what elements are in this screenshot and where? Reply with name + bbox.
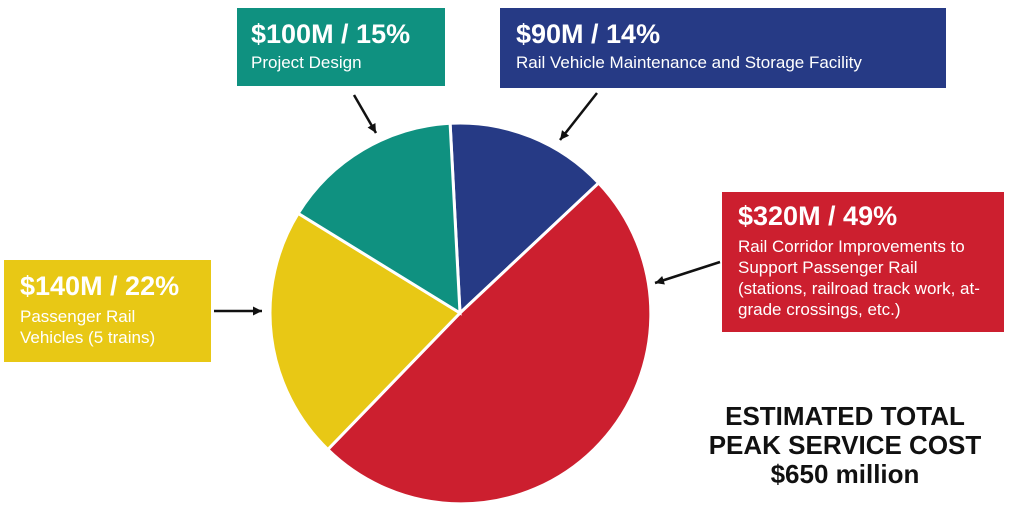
slice-value-label: $90M / 14% xyxy=(516,19,661,49)
label-corridor-improvements: $320M / 49% Rail Corridor Improvements t… xyxy=(722,192,1004,332)
arrow-maintenance-facility xyxy=(559,92,598,141)
total-line-1: ESTIMATED TOTAL xyxy=(725,401,965,431)
slice-value-label: $100M / 15% xyxy=(251,19,411,49)
slice-passenger-vehicles xyxy=(268,211,463,452)
slice-description: Project Design xyxy=(251,53,362,72)
slice-description: Rail Corridor Improvements to Support Pa… xyxy=(738,237,980,319)
leader-arrows xyxy=(214,92,721,316)
arrow-project-design xyxy=(352,94,378,134)
slice-value-label: $140M / 22% xyxy=(20,271,180,301)
pie-slices xyxy=(268,121,653,506)
slice-corridor-improvements xyxy=(325,180,653,506)
slice-project-design xyxy=(296,121,462,316)
slice-value-label: $320M / 49% xyxy=(738,201,898,231)
total-line-3: $650 million xyxy=(770,459,920,489)
arrow-corridor-improvements xyxy=(654,260,721,285)
total-line-2: PEAK SERVICE COST xyxy=(708,430,982,460)
label-passenger-vehicles: $140M / 22% Passenger Rail Vehicles (5 t… xyxy=(4,260,211,362)
label-project-design: $100M / 15% Project Design xyxy=(237,8,445,86)
slice-maintenance-facility xyxy=(448,121,601,317)
total-cost-caption: ESTIMATED TOTAL PEAK SERVICE COST $650 m… xyxy=(690,402,1000,489)
slice-description: Rail Vehicle Maintenance and Storage Fac… xyxy=(516,53,862,72)
arrow-passenger-vehicles xyxy=(214,306,262,316)
label-maintenance-facility: $90M / 14% Rail Vehicle Maintenance and … xyxy=(500,8,946,88)
slice-description: Passenger Rail Vehicles (5 trains) xyxy=(20,307,156,347)
